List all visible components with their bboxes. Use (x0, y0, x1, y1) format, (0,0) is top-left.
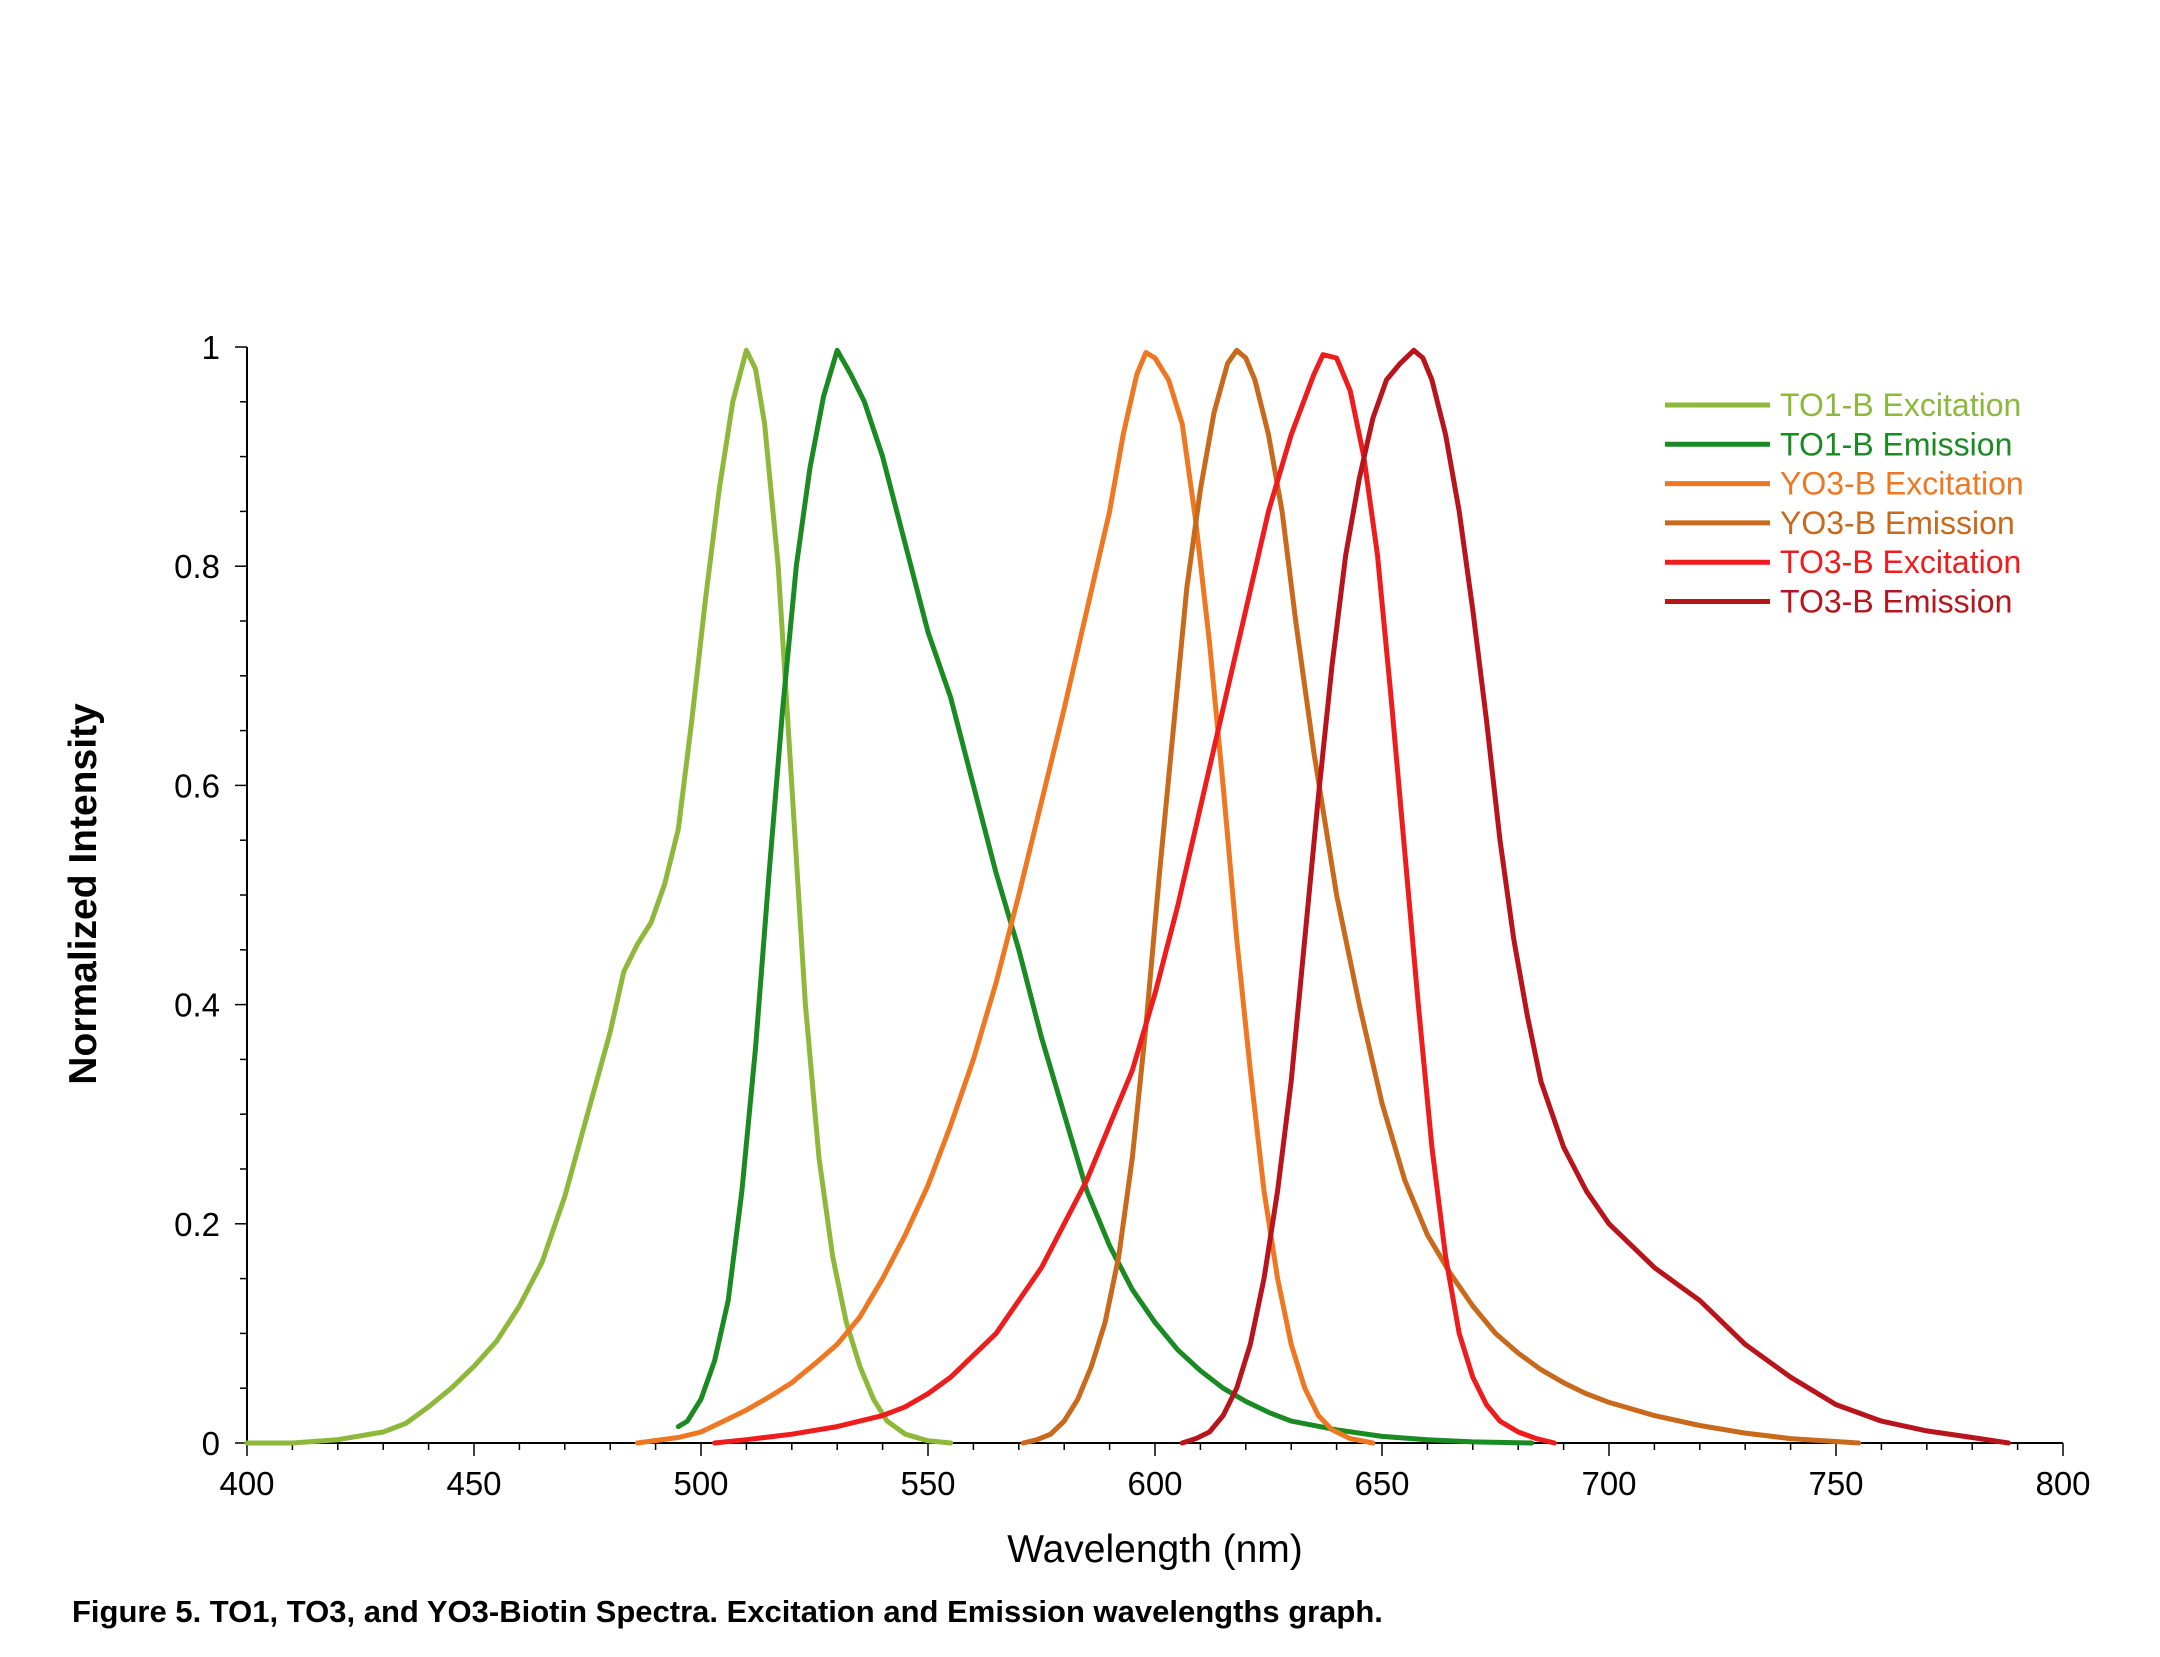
legend-label: YO3-B Excitation (1780, 466, 2024, 502)
y-tick-label: 0.6 (174, 767, 220, 804)
legend-label: TO3-B Excitation (1780, 544, 2021, 580)
x-axis-title: Wavelength (nm) (1007, 1528, 1303, 1571)
series-line-to1-b-excitation (244, 347, 954, 1446)
series-line-to1-b-emission (675, 347, 1535, 1446)
y-tick-label: 0.4 (174, 987, 220, 1024)
x-tick-label: 500 (673, 1465, 728, 1502)
x-tick-label: 750 (1808, 1465, 1863, 1502)
y-tick-label: 0.8 (174, 548, 220, 585)
series-line-yo3-b-emission (1020, 347, 1862, 1446)
series-line-to3-b-emission (1179, 347, 2011, 1446)
x-tick-label: 450 (446, 1465, 501, 1502)
x-tick-label: 400 (219, 1465, 274, 1502)
legend-label: YO3-B Emission (1780, 505, 2015, 541)
y-axis-title: Normalized Intensity (62, 703, 105, 1085)
legend-label: TO1-B Emission (1780, 426, 2012, 462)
y-tick-label: 0.2 (174, 1206, 220, 1243)
y-tick-label: 1 (202, 329, 220, 366)
series-lines (244, 347, 2011, 1446)
x-tick-label: 700 (1581, 1465, 1636, 1502)
legend-label: TO1-B Excitation (1780, 387, 2021, 423)
series-line-to3-b-excitation (712, 352, 1557, 1446)
y-axis: 0 0.2 0.4 0.6 0.8 1 (174, 329, 248, 1462)
y-tick-label: 0 (202, 1425, 220, 1462)
legend-label: TO3-B Emission (1780, 584, 2012, 620)
x-axis: 400 450 500 550 600 650 700 750 800 (219, 1442, 2091, 1502)
x-tick-label: 600 (1127, 1465, 1182, 1502)
x-tick-label: 650 (1354, 1465, 1409, 1502)
x-tick-label: 800 (2035, 1465, 2090, 1502)
x-tick-label: 550 (900, 1465, 955, 1502)
figure-caption: Figure 5. TO1, TO3, and YO3-Biotin Spect… (72, 1594, 1383, 1629)
